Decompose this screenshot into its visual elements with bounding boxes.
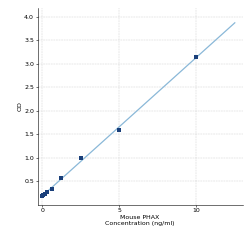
Point [50,186,54,190]
Y-axis label: OD: OD [18,101,23,111]
Point [117,128,121,132]
Point [40,194,44,198]
Point [194,55,198,59]
Point [42,192,46,196]
Point [60,176,64,180]
Point [41,193,45,197]
Point [79,156,83,160]
X-axis label: Mouse PHAX
Concentration (ng/ml): Mouse PHAX Concentration (ng/ml) [105,215,175,226]
Point [45,190,49,194]
